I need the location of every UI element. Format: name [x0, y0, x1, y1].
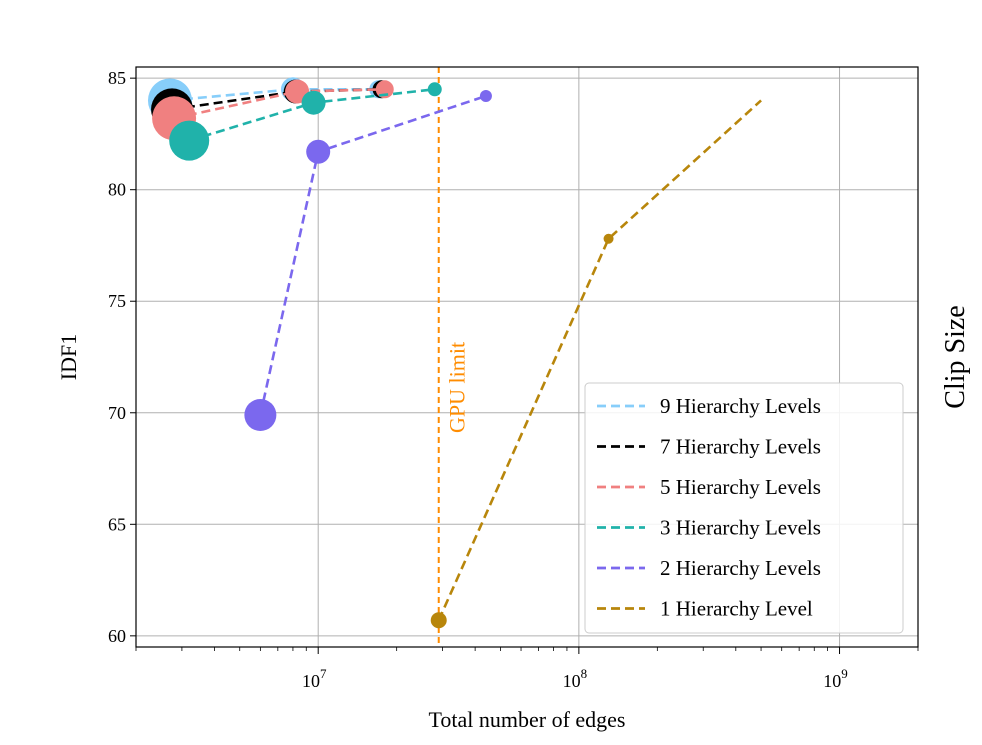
x-tick-label: 109 [823, 666, 848, 691]
legend-item: 3 Hierarchy Levels [597, 516, 821, 540]
clip-size-label: Clip Size [940, 305, 971, 408]
legend-box [584, 382, 904, 634]
series-layer [147, 77, 762, 629]
x-tick-exponent: 8 [581, 666, 588, 681]
legend-label: 9 Hierarchy Levels [660, 394, 821, 418]
x-tick-base: 10 [563, 671, 581, 691]
y-tick-label: 80 [108, 180, 126, 200]
gpu-limit-label: GPU limit [445, 342, 470, 433]
legend-item: 5 Hierarchy Levels [597, 475, 821, 499]
legend-label: 3 Hierarchy Levels [660, 516, 821, 540]
x-tick-base: 10 [823, 671, 841, 691]
series-line [437, 99, 762, 621]
data-point [301, 90, 326, 115]
data-point [603, 233, 614, 244]
x-axis-label: Total number of edges [428, 707, 625, 732]
data-point [430, 612, 447, 629]
data-point [244, 399, 277, 431]
data-point [306, 139, 331, 164]
legend-label: 7 Hierarchy Levels [660, 435, 821, 459]
legend-label: 5 Hierarchy Levels [660, 475, 821, 499]
x-tick-label: 108 [563, 666, 588, 691]
y-axis-label: IDF1 [56, 334, 81, 380]
x-tick-base: 10 [302, 671, 320, 691]
data-point [479, 90, 492, 102]
legend: 9 Hierarchy Levels 7 Hierarchy Levels 5 Hi… [584, 382, 904, 634]
series-line [173, 88, 385, 120]
data-point [427, 82, 442, 97]
data-point [169, 120, 210, 161]
plot-frame [135, 66, 919, 648]
legend-label: 1 Hierarchy Level [660, 597, 813, 621]
x-tick-exponent: 7 [320, 666, 327, 681]
x-tick-exponent: 9 [841, 666, 848, 681]
annotation-layer: GPU limit [437, 67, 470, 647]
legend-item: 2 Hierarchy Levels [597, 556, 821, 580]
y-tick-label: 70 [108, 403, 126, 423]
y-tick-label: 75 [108, 291, 126, 311]
series-line [171, 88, 382, 111]
series-1-hierarchy-level [430, 99, 762, 629]
y-tick-label: 65 [108, 514, 126, 534]
x-tick-label: 107 [302, 666, 327, 691]
series-3-hierarchy-levels [169, 82, 442, 161]
y-tick-label: 60 [108, 626, 126, 646]
y-tick-label: 85 [108, 68, 126, 88]
legend-item: 7 Hierarchy Levels [597, 435, 821, 459]
legend-item: 1 Hierarchy Level [597, 597, 813, 621]
legend-item: 9 Hierarchy Levels [597, 394, 821, 418]
data-point [375, 80, 394, 99]
legend-label: 2 Hierarchy Levels [660, 556, 821, 580]
series-2-hierarchy-levels [244, 90, 492, 431]
